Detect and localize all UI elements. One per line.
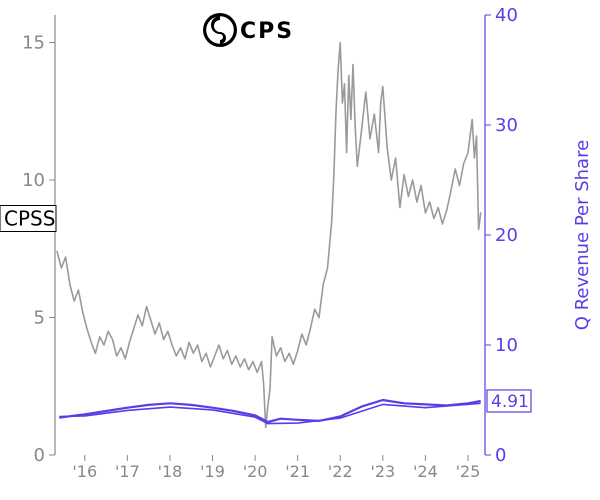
- value-label: 4.91: [491, 392, 529, 412]
- x-tick-label: '23: [370, 462, 395, 481]
- right-tick-label: 40: [495, 5, 518, 26]
- logo-text: CPS: [240, 19, 294, 44]
- right-axis-title: Q Revenue Per Share: [572, 140, 593, 330]
- x-tick-label: '19: [200, 462, 225, 481]
- x-tick-label: '24: [413, 462, 438, 481]
- x-tick-label: '25: [456, 462, 481, 481]
- left-tick-label: 10: [22, 170, 45, 191]
- logo-icon-inner: [206, 16, 234, 44]
- x-tick-label: '20: [243, 462, 268, 481]
- right-tick-label: 30: [495, 115, 518, 136]
- right-tick-label: 0: [495, 445, 506, 466]
- left-tick-label: 0: [34, 445, 45, 466]
- right-tick-label: 20: [495, 225, 518, 246]
- x-tick-label: '22: [328, 462, 353, 481]
- left-tick-label: 15: [22, 33, 45, 54]
- x-tick-label: '16: [72, 462, 97, 481]
- chart-container: 0 5 10 15 0 10 20 30 40 '16 '17 '18 '19 '20 '21 '22 '23 '…: [0, 0, 600, 500]
- price-line: [57, 43, 481, 428]
- x-tick-label: '17: [115, 462, 140, 481]
- ticker-label: CPSS: [4, 207, 55, 231]
- dual-axis-chart: 0 5 10 15 0 10 20 30 40 '16 '17 '18 '19 '20 '21 '22 '23 '…: [0, 0, 600, 500]
- left-tick-label: 5: [34, 308, 45, 329]
- right-tick-label: 10: [495, 335, 518, 356]
- x-tick-label: '18: [158, 462, 183, 481]
- x-tick-label: '21: [285, 462, 310, 481]
